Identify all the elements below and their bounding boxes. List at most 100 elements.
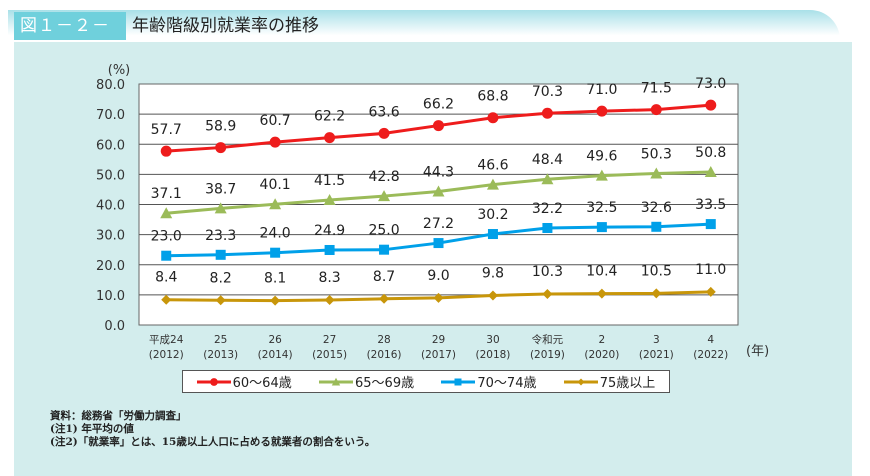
marker-diamond bbox=[596, 288, 607, 299]
y-axis-unit: (%) bbox=[108, 63, 131, 78]
x-tick-label-year: (2015) bbox=[312, 349, 347, 361]
marker-square bbox=[487, 229, 498, 240]
marker-circle bbox=[324, 132, 336, 144]
data-label: 71.5 bbox=[641, 81, 672, 97]
marker-circle bbox=[705, 99, 717, 111]
x-tick-label-year: (2013) bbox=[203, 349, 238, 361]
legend-label: 65～69歳 bbox=[355, 376, 415, 391]
marker-square bbox=[324, 244, 335, 255]
marker-diamond bbox=[161, 294, 172, 305]
marker-circle bbox=[541, 107, 553, 119]
y-tick-label: 30.0 bbox=[96, 229, 125, 244]
x-axis-unit: (年) bbox=[746, 344, 769, 359]
legend-swatch bbox=[563, 378, 598, 385]
marker-diamond bbox=[324, 294, 335, 305]
marker-square bbox=[596, 222, 607, 233]
marker-triangle bbox=[486, 178, 499, 190]
data-label: 32.6 bbox=[641, 200, 672, 216]
x-tick-label-era: 4 bbox=[707, 334, 714, 346]
legend-label: 75歳以上 bbox=[599, 376, 656, 391]
legend-label: 60～64歳 bbox=[232, 376, 292, 391]
data-label: 40.1 bbox=[260, 177, 291, 193]
marker-circle bbox=[378, 127, 390, 139]
x-tick-label-year: (2017) bbox=[421, 349, 456, 361]
data-label: 38.7 bbox=[205, 181, 236, 197]
data-label: 48.4 bbox=[532, 152, 563, 168]
marker-diamond bbox=[379, 293, 390, 304]
y-tick-label: 40.0 bbox=[96, 199, 125, 214]
y-tick-label: 80.0 bbox=[96, 78, 125, 93]
note-1: (注1) 年平均の値 bbox=[50, 423, 134, 435]
y-tick-label: 20.0 bbox=[96, 259, 125, 274]
x-tick-label-era: 2 bbox=[599, 334, 606, 346]
y-tick-label: 0.0 bbox=[104, 319, 125, 334]
data-label: 9.0 bbox=[427, 268, 449, 284]
data-label: 42.8 bbox=[368, 169, 399, 185]
data-label: 8.1 bbox=[264, 271, 286, 287]
legend-item: 60～64歳 bbox=[196, 372, 292, 391]
marker-triangle bbox=[160, 207, 173, 219]
marker-square bbox=[542, 222, 553, 233]
x-tick-label-era: 令和元 bbox=[532, 333, 564, 346]
data-label: 50.3 bbox=[641, 146, 672, 162]
data-label: 10.5 bbox=[641, 263, 672, 279]
x-tick-label-year: (2021) bbox=[639, 349, 674, 361]
marker-triangle bbox=[432, 185, 445, 197]
marker-triangle bbox=[323, 193, 336, 205]
data-label: 30.2 bbox=[477, 207, 508, 223]
y-tick-label: 10.0 bbox=[96, 289, 125, 304]
data-label: 23.3 bbox=[205, 228, 236, 244]
y-tick-label: 50.0 bbox=[96, 168, 125, 183]
data-label: 25.0 bbox=[368, 223, 399, 239]
marker-square bbox=[215, 249, 226, 260]
legend-swatch bbox=[319, 377, 354, 385]
data-label: 33.5 bbox=[695, 197, 726, 213]
x-tick-label-era: 平成24 bbox=[149, 334, 184, 346]
marker-square bbox=[705, 219, 716, 230]
marker-circle bbox=[596, 105, 608, 117]
marker-circle bbox=[433, 120, 444, 132]
notes: 資料：総務省「労働力調査」 (注1) 年平均の値 (注2)「就業率」とは、15歳… bbox=[50, 410, 375, 449]
data-label: 37.1 bbox=[151, 186, 182, 202]
marker-triangle bbox=[595, 169, 608, 181]
x-tick-label-era: 26 bbox=[268, 334, 282, 346]
data-label: 8.4 bbox=[155, 270, 177, 286]
data-label: 50.8 bbox=[695, 145, 726, 161]
marker-diamond bbox=[651, 288, 662, 299]
figure-header: 図１－２－１－12 年齢階級別就業率の推移 bbox=[0, 8, 870, 64]
data-label: 41.5 bbox=[314, 173, 345, 189]
x-tick-label-year: (2018) bbox=[475, 349, 510, 361]
data-label: 49.6 bbox=[586, 149, 617, 165]
data-label: 8.2 bbox=[210, 270, 232, 286]
marker-square bbox=[270, 247, 281, 258]
data-label: 27.2 bbox=[423, 216, 454, 232]
legend-item: 75歳以上 bbox=[563, 372, 656, 391]
data-label: 23.0 bbox=[151, 229, 182, 245]
data-label: 46.6 bbox=[477, 158, 508, 174]
x-tick-label-year: (2014) bbox=[258, 349, 293, 361]
x-tick-label-era: 28 bbox=[377, 334, 390, 346]
x-tick-label-era: 27 bbox=[323, 334, 336, 346]
data-label: 44.3 bbox=[423, 165, 454, 181]
figure-title: 年齢階級別就業率の推移 bbox=[132, 16, 319, 36]
legend-swatch bbox=[441, 378, 476, 385]
note-2: (注2)「就業率」とは、15歳以上人口に占める就業者の割合をいう。 bbox=[50, 436, 376, 448]
data-label: 62.2 bbox=[314, 109, 345, 125]
marker-triangle bbox=[214, 202, 227, 214]
x-tick-label-era: 3 bbox=[653, 334, 660, 346]
marker-square bbox=[161, 250, 172, 261]
legend: 60～64歳 65～69歳 70～74歳 75歳以上 bbox=[182, 370, 670, 393]
x-tick-label-year: (2022) bbox=[693, 349, 728, 361]
data-label: 66.2 bbox=[423, 97, 454, 113]
marker-diamond bbox=[542, 288, 553, 299]
data-label: 70.3 bbox=[532, 84, 563, 100]
marker-circle bbox=[215, 142, 227, 154]
marker-circle bbox=[487, 112, 499, 124]
data-label: 24.9 bbox=[314, 223, 345, 239]
legend-swatch bbox=[196, 377, 231, 386]
marker-circle bbox=[160, 145, 172, 157]
marker-diamond bbox=[270, 295, 281, 306]
data-label: 8.3 bbox=[318, 270, 340, 286]
marker-square bbox=[454, 378, 462, 385]
